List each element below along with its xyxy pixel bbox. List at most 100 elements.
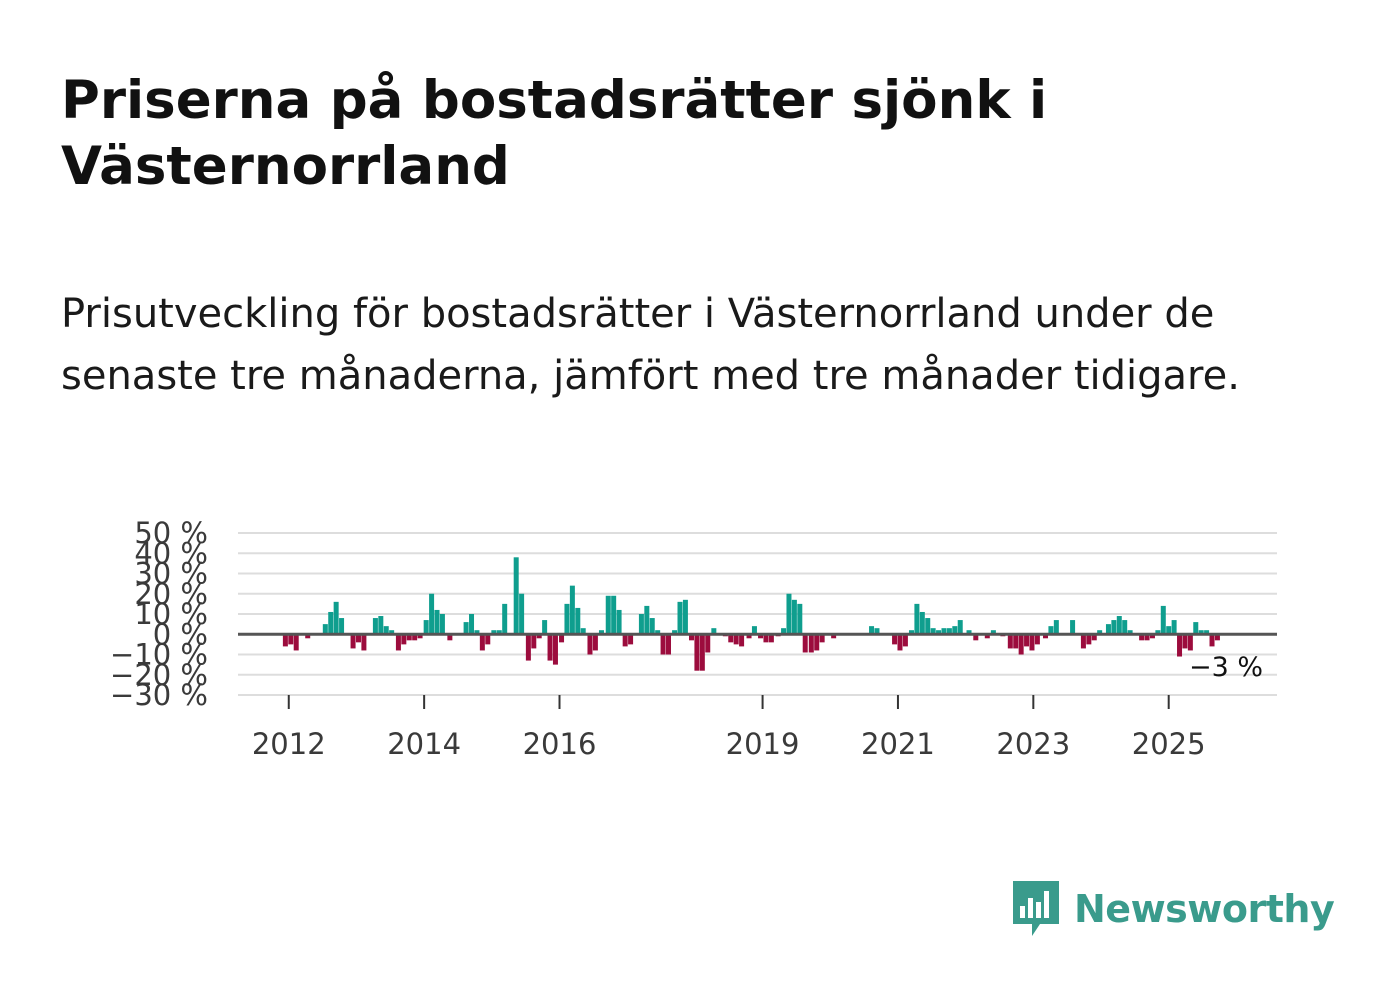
bar xyxy=(758,634,764,639)
bar xyxy=(1155,630,1161,635)
bar xyxy=(293,634,299,651)
bar xyxy=(952,626,958,635)
bar xyxy=(339,618,345,635)
bar xyxy=(1007,634,1013,649)
bar xyxy=(559,634,565,643)
bar xyxy=(1029,634,1035,651)
bar xyxy=(902,634,908,647)
bar xyxy=(751,626,757,635)
bar xyxy=(496,630,502,635)
bar xyxy=(383,626,389,635)
bar xyxy=(288,634,294,645)
y-tick-label: −30 % xyxy=(110,678,208,712)
bar xyxy=(1018,634,1024,655)
bar xyxy=(355,634,361,643)
bar xyxy=(616,609,622,635)
bar xyxy=(973,634,979,641)
bar xyxy=(1070,620,1076,635)
x-tick-label: 2014 xyxy=(387,727,461,761)
bar xyxy=(930,628,936,635)
bar xyxy=(1204,630,1210,635)
bar xyxy=(434,609,440,635)
bar xyxy=(869,626,875,635)
bar xyxy=(1187,634,1193,651)
x-tick-label: 2016 xyxy=(523,727,597,761)
chart-subtitle: Prisutveckling för bostadsrätter i Väste… xyxy=(61,291,1240,399)
bar xyxy=(957,620,963,635)
bar xyxy=(1193,622,1199,635)
bar xyxy=(908,630,914,635)
bar xyxy=(644,605,650,635)
bar xyxy=(439,614,445,635)
bar xyxy=(705,634,711,653)
bar xyxy=(781,628,787,635)
y-tick-label: −10 % xyxy=(110,638,208,672)
chart-title: Priserna på bostadsrätter sjönk i Väster… xyxy=(61,70,1048,197)
bar xyxy=(699,634,705,671)
bar xyxy=(463,622,469,635)
bar xyxy=(1177,634,1183,657)
bar xyxy=(946,628,952,635)
bar xyxy=(786,593,792,635)
bar xyxy=(622,634,628,647)
bar xyxy=(469,614,475,635)
bar xyxy=(966,630,972,635)
bar xyxy=(564,603,570,635)
bar xyxy=(429,593,435,635)
bar xyxy=(575,607,581,635)
bar xyxy=(525,634,531,661)
bar xyxy=(305,634,311,639)
bar xyxy=(485,634,491,645)
bar xyxy=(569,585,575,635)
bar xyxy=(892,634,898,645)
bar xyxy=(797,603,803,635)
gridlines: 50 %40 %30 %20 %10 %0 %−10 %−20 %−30 % xyxy=(110,516,1277,712)
bar xyxy=(479,634,485,651)
y-tick-label: 20 % xyxy=(134,577,208,611)
bar xyxy=(587,634,593,655)
bar xyxy=(519,593,525,635)
bar xyxy=(333,601,339,635)
bar xyxy=(474,630,480,635)
bar xyxy=(1024,634,1030,647)
bar xyxy=(1182,634,1188,649)
end-value-label: −3 % xyxy=(1189,652,1263,683)
bar xyxy=(592,634,598,651)
bar xyxy=(1080,634,1086,649)
bar xyxy=(1091,634,1097,641)
bar xyxy=(1053,620,1059,635)
bar xyxy=(1139,634,1145,641)
bar xyxy=(412,634,418,641)
bar xyxy=(372,618,378,635)
bar xyxy=(914,603,920,635)
bar xyxy=(649,618,655,635)
bar xyxy=(1209,634,1215,647)
bar xyxy=(655,630,661,635)
bar xyxy=(447,634,453,641)
bar xyxy=(1086,634,1092,645)
bar xyxy=(580,628,586,635)
bar xyxy=(328,611,334,635)
bar xyxy=(925,618,931,635)
bar xyxy=(1214,634,1220,641)
bar xyxy=(665,634,671,655)
bar xyxy=(611,595,617,635)
bar xyxy=(401,634,407,645)
bar xyxy=(502,603,508,635)
bar xyxy=(1198,630,1204,635)
bar xyxy=(733,634,739,645)
bar xyxy=(638,614,644,635)
bar xyxy=(1013,634,1019,649)
x-tick-label: 2019 xyxy=(726,727,800,761)
bar xyxy=(1111,620,1117,635)
bar xyxy=(531,634,537,649)
bar xyxy=(682,599,688,635)
bar xyxy=(1160,605,1166,635)
x-tick-label: 2021 xyxy=(861,727,935,761)
bar xyxy=(897,634,903,651)
bar xyxy=(802,634,808,653)
bar xyxy=(1048,626,1054,635)
bar xyxy=(763,634,769,643)
bar xyxy=(1116,616,1122,635)
